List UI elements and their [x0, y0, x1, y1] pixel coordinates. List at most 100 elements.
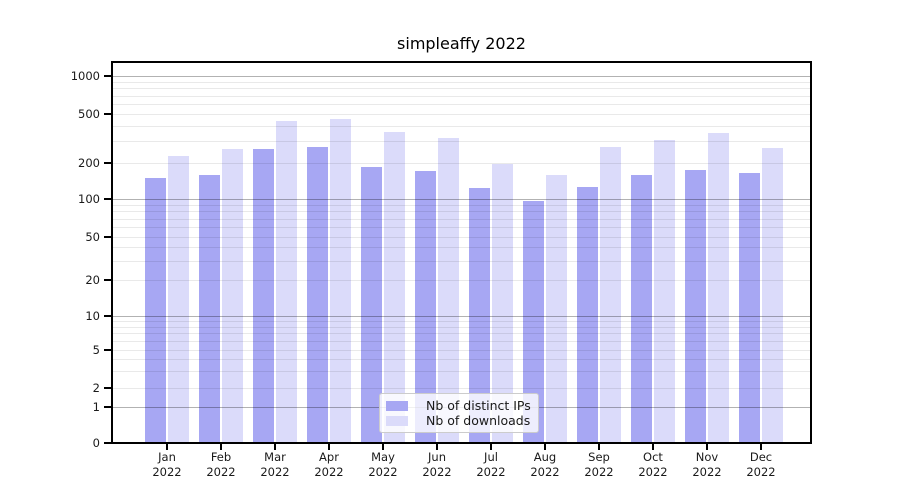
x-tick-label-month: Jul	[484, 450, 498, 464]
x-tick-aug	[544, 443, 546, 450]
legend-swatch-distinct-ips	[386, 400, 408, 411]
bar-downloads-oct	[654, 140, 675, 443]
y-tick-label-1000: 1000	[70, 69, 100, 83]
x-tick-label-year: 2022	[422, 465, 452, 479]
y-tick-label-500: 500	[78, 107, 100, 121]
gridline-minor-40	[112, 247, 811, 249]
bar-distinct-ips-jun	[415, 171, 436, 443]
legend-item-distinct-ips: Nb of distinct IPs	[386, 398, 531, 413]
x-tick-label-year: 2022	[206, 465, 236, 479]
y-tick-1	[104, 406, 112, 408]
x-tick-label-mar: Mar 2022	[248, 450, 302, 480]
x-tick-jun	[436, 443, 438, 450]
x-tick-label-dec: Dec 2022	[734, 450, 788, 480]
bar-downloads-sep	[600, 146, 621, 443]
y-tick-label-0: 0	[92, 436, 100, 450]
x-tick-label-month: Feb	[210, 450, 232, 464]
gridline-major-100	[112, 199, 811, 200]
bar-downloads-nov	[708, 133, 729, 443]
bar-downloads-apr	[330, 119, 351, 443]
bar-downloads-aug	[546, 175, 567, 443]
y-tick-label-50: 50	[85, 230, 100, 244]
y-tick-500	[104, 113, 112, 115]
gridline-minor-3	[112, 371, 811, 373]
gridline-major-1000	[112, 76, 811, 77]
y-tick-label-20: 20	[85, 273, 100, 287]
gridline-minor-60	[112, 227, 811, 228]
bar-downloads-jun	[438, 137, 459, 443]
y-tick-100	[104, 198, 112, 200]
x-tick-label-year: 2022	[476, 465, 506, 479]
y-tick-10	[104, 315, 112, 317]
x-tick-label-apr: Apr 2022	[302, 450, 356, 480]
x-tick-label-month: Aug	[533, 450, 557, 464]
y-tick-label-10: 10	[85, 309, 100, 323]
gridline-minor-900	[112, 81, 811, 83]
legend-swatch-downloads	[386, 415, 408, 426]
bar-downloads-may	[384, 132, 405, 443]
y-tick-label-5: 5	[92, 343, 100, 357]
bar-distinct-ips-dec	[739, 172, 760, 443]
x-tick-label-year: 2022	[530, 465, 560, 479]
bar-distinct-ips-mar	[253, 148, 274, 443]
legend: Nb of distinct IPs Nb of downloads	[379, 393, 539, 433]
y-tick-5	[104, 349, 112, 351]
gridline-minor-9	[112, 321, 811, 323]
x-tick-nov	[706, 443, 708, 450]
gridline-minor-200	[112, 163, 811, 164]
y-tick-label-100: 100	[78, 192, 100, 206]
y-tick-label-200: 200	[78, 156, 100, 170]
x-tick-label-month: Sep	[588, 450, 610, 464]
y-tick-20	[104, 279, 112, 281]
bar-distinct-ips-feb	[199, 174, 220, 443]
x-tick-label-month: Jun	[428, 450, 446, 464]
x-tick-label-month: Mar	[264, 450, 286, 464]
x-tick-jul	[490, 443, 492, 450]
x-tick-may	[382, 443, 384, 450]
x-tick-label-year: 2022	[368, 465, 398, 479]
bar-distinct-ips-nov	[685, 169, 706, 443]
x-tick-dec	[760, 443, 762, 450]
gridline-minor-80	[112, 211, 811, 213]
x-tick-label-month: Dec	[749, 450, 773, 464]
x-tick-sep	[598, 443, 600, 450]
x-tick-label-month: May	[371, 450, 395, 464]
bar-distinct-ips-apr	[307, 146, 328, 443]
x-tick-label-month: Jan	[158, 450, 176, 464]
x-tick-label-year: 2022	[692, 465, 722, 479]
y-tick-2	[104, 387, 112, 389]
x-tick-jan	[166, 443, 168, 450]
x-tick-label-year: 2022	[152, 465, 182, 479]
x-tick-label-year: 2022	[746, 465, 776, 479]
gridline-minor-90	[112, 204, 811, 206]
bar-distinct-ips-may	[361, 167, 382, 443]
bar-distinct-ips-sep	[577, 187, 598, 443]
bar-distinct-ips-jan	[145, 177, 166, 443]
chart-title: simpleaffy 2022	[397, 34, 526, 53]
x-tick-label-feb: Feb 2022	[194, 450, 248, 480]
gridline-minor-20	[112, 280, 811, 281]
gridline-minor-2	[112, 388, 811, 389]
y-tick-200	[104, 162, 112, 164]
x-tick-label-year: 2022	[260, 465, 290, 479]
x-tick-label-jun: Jun 2022	[410, 450, 464, 480]
x-tick-label-month: Nov	[695, 450, 719, 464]
y-tick-label-1: 1	[92, 400, 100, 414]
gridline-minor-700	[112, 95, 811, 97]
x-tick-label-may: May 2022	[356, 450, 410, 480]
x-tick-label-month: Apr	[319, 450, 339, 464]
x-tick-feb	[220, 443, 222, 450]
x-tick-label-oct: Oct 2022	[626, 450, 680, 480]
x-tick-mar	[274, 443, 276, 450]
y-tick-1000	[104, 75, 112, 77]
x-tick-label-aug: Aug 2022	[518, 450, 572, 480]
gridline-minor-400	[112, 125, 811, 127]
legend-label-downloads: Nb of downloads	[426, 413, 531, 428]
bar-distinct-ips-oct	[631, 174, 652, 443]
gridline-major-10	[112, 316, 811, 317]
x-tick-label-month: Oct	[643, 450, 663, 464]
x-tick-label-nov: Nov 2022	[680, 450, 734, 480]
x-tick-label-jan: Jan 2022	[140, 450, 194, 480]
plot-area	[111, 61, 812, 444]
